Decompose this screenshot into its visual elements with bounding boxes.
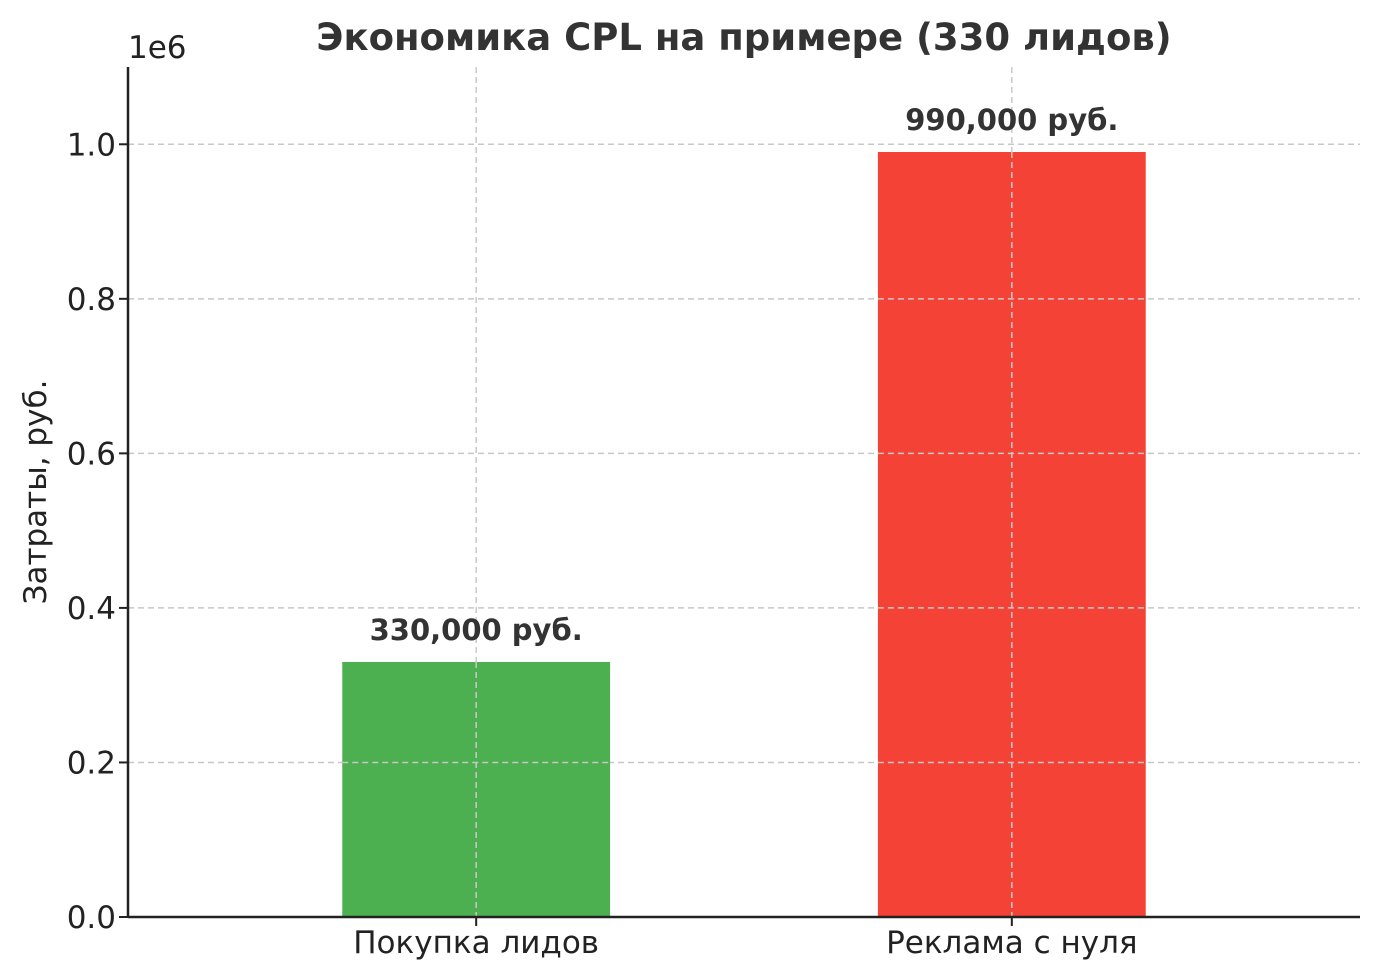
y-tick-label: 0.4 (67, 591, 116, 627)
bar-value-label: 990,000 руб. (905, 103, 1118, 137)
bar (342, 662, 611, 917)
bar-value-label: 330,000 руб. (370, 613, 583, 647)
y-tick-label: 1.0 (67, 127, 116, 163)
chart-title: Экономика CPL на примере (330 лидов) (316, 16, 1171, 59)
y-tick-label: 0.6 (67, 436, 116, 472)
y-tick-label: 0.8 (67, 282, 116, 318)
y-axis-label: Затраты, руб. (18, 380, 54, 605)
x-tick-label: Реклама с нуля (886, 925, 1138, 961)
y-offset-label: 1e6 (128, 30, 187, 66)
axes-layer (126, 67, 1360, 919)
ticks-layer: 0.0 0.2 0.4 0.6 0.8 1.0 Покупка лидов Реклама с… (67, 127, 1138, 961)
bars-layer (342, 152, 1146, 917)
y-tick-label: 0.0 (67, 900, 116, 936)
y-tick-label: 0.2 (67, 745, 116, 781)
grid-layer (128, 67, 1360, 917)
x-tick-label: Покупка лидов (353, 925, 599, 961)
labels-layer: 330,000 руб. 990,000 руб. (370, 103, 1119, 647)
